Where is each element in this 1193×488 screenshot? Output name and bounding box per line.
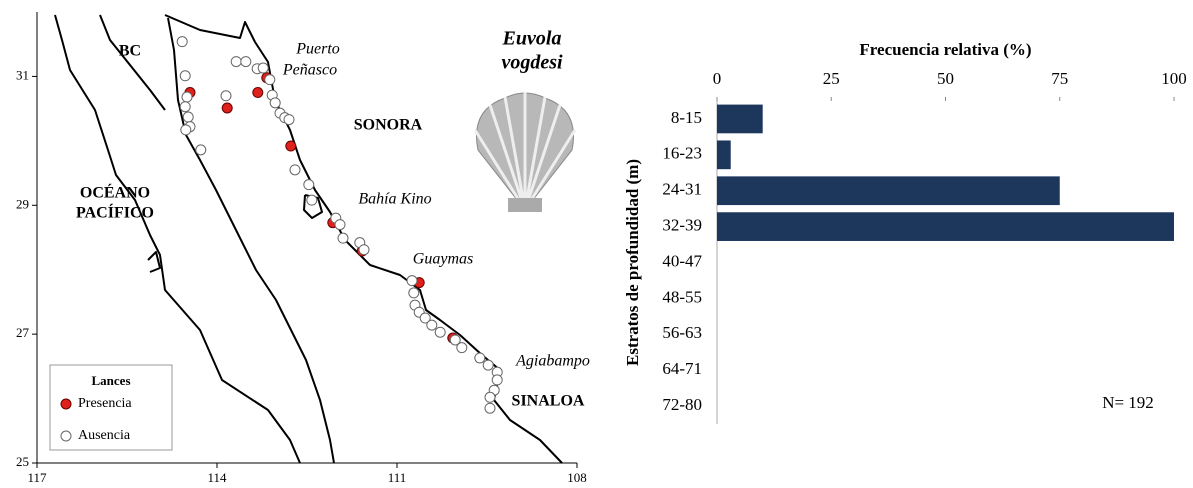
point [304,180,314,190]
x-tick-label: 111 [388,470,407,485]
point [492,375,502,385]
point [231,57,241,67]
map-title: Euvola [502,28,562,50]
point [270,98,280,108]
island [148,252,160,272]
bar [717,212,1174,241]
map-label: Puerto [295,41,340,58]
bar [717,105,763,134]
point [485,403,495,413]
bar [717,140,731,169]
map-label: Agiabampo [515,353,590,370]
y-tick-label: 32-39 [662,216,702,235]
map-title: vogdesi [501,52,563,74]
y-tick-label: 29 [16,196,29,211]
legend-label: Ausencia [78,428,131,443]
x-tick-label: 0 [713,69,722,88]
y-tick-label: 8-15 [671,108,702,127]
point [241,57,251,67]
y-tick-label: 27 [16,325,30,340]
x-tick-label: 25 [823,69,840,88]
map-label: PACÍFICO [76,203,154,222]
point [475,353,485,363]
page: 117 114 111 108 25 27 29 31 BC SONORA OCÉANOPACÍFI… [0,0,1193,488]
map-label: Guaymas [413,251,473,268]
point [307,195,317,205]
point [253,88,263,98]
figure: 117 114 111 108 25 27 29 31 BC SONORA OCÉANOPACÍFI… [0,0,1193,488]
point [485,392,495,402]
point [427,320,437,330]
map-label: SONORA [354,117,423,134]
map-label: OCÉANO [80,183,150,202]
point [181,125,191,135]
y-tick-label: 24-31 [662,180,702,199]
x-tick-label: 75 [1051,69,1068,88]
map-label: Peñasco [282,62,337,79]
annotation: N= 192 [1102,393,1154,412]
point [177,37,187,47]
point [457,343,467,353]
legend-marker [61,399,71,409]
y-tick-label: 16-23 [662,144,702,163]
point [286,141,296,151]
point [338,233,348,243]
point [180,71,190,81]
point [258,63,268,73]
y-tick-label: 31 [16,67,29,82]
map-label: BC [119,43,141,60]
point [265,75,275,85]
point [335,220,345,230]
point [222,103,232,113]
legend-marker [61,431,71,441]
shell-hinge [508,198,542,212]
legend-title: Lances [92,373,131,388]
y-tick-label: 56-63 [662,323,702,342]
x-tick-label: 117 [27,470,47,485]
x-tick-label: 50 [937,69,954,88]
point [409,288,419,298]
bar [717,176,1060,205]
point [435,327,445,337]
y-tick-label: 25 [16,454,29,469]
point [359,245,369,255]
point [483,360,493,370]
map-label: Bahía Kino [358,191,431,208]
point [290,165,300,175]
x-tick-label: 100 [1161,69,1187,88]
point [221,91,231,101]
map-label: SINALOA [512,393,585,410]
shell-image [475,92,575,212]
x-axis-title: Frecuencia relativa (%) [859,40,1031,59]
point [407,276,417,286]
x-tick-label: 114 [207,470,227,485]
y-tick-label: 40-47 [662,251,702,270]
point [284,115,294,125]
coastline [168,18,334,463]
y-tick-label: 64-71 [662,359,702,378]
point [180,102,190,112]
point [182,92,192,102]
y-axis-title: Estratos de profundidad (m) [623,159,642,366]
y-tick-label: 48-55 [662,287,702,306]
x-tick-label: 108 [567,470,587,485]
point [196,145,206,155]
legend-label: Presencia [78,396,132,411]
y-tick-label: 72-80 [662,395,702,414]
coastline [100,15,165,110]
point [183,112,193,122]
